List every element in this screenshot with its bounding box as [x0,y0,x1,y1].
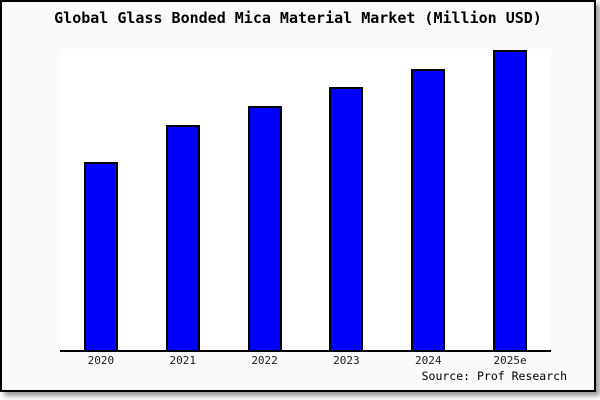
bar-2022 [247,106,282,350]
bar-2023 [329,87,364,350]
source-credit: Source: Prof Research [421,369,567,383]
chart-title: Global Glass Bonded Mica Material Market… [54,9,542,27]
bar-2024 [411,69,446,350]
x-axis-label-2022: 2022 [251,354,278,367]
bar-2020 [83,162,118,350]
x-axis-label-2020: 2020 [87,354,115,367]
x-axis-labels: 2020 2021 2022 2023 2024 2025e [60,354,551,367]
bar-2025e [493,50,528,350]
x-axis-label-2021: 2021 [169,354,196,367]
chart-card: Global Glass Bonded Mica Material Market… [0,0,596,392]
x-axis-label-2025e: 2025e [493,354,527,367]
bar-2021 [165,125,200,350]
plot-area [60,49,551,352]
x-axis-label-2024: 2024 [414,354,442,367]
x-axis-label-2023: 2023 [333,354,360,367]
